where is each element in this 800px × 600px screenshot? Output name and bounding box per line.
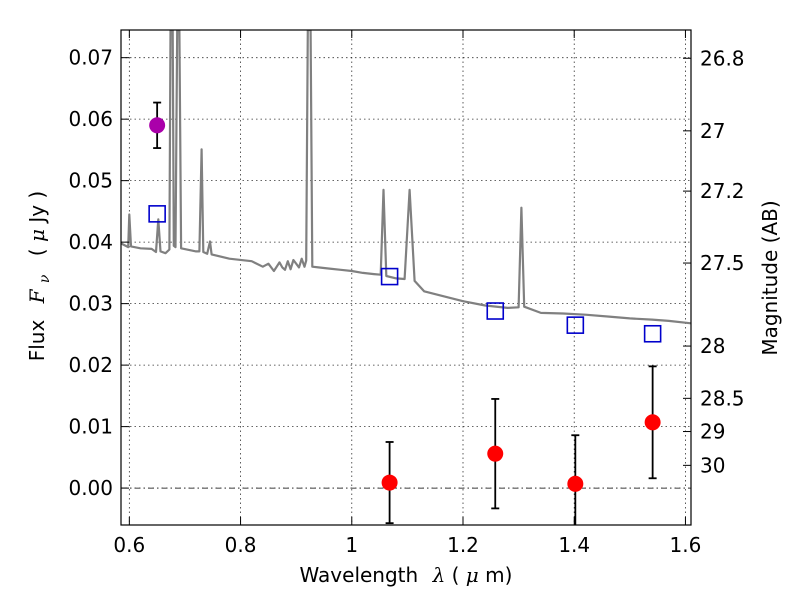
model-photometry-square — [380, 267, 399, 286]
y-tick-label: 0.03 — [68, 292, 113, 316]
mag-tick-label: 28 — [700, 334, 725, 358]
y-axis-label-unit-open: ( — [25, 242, 49, 256]
measurement-point — [487, 445, 504, 462]
model-photometry-square — [566, 316, 585, 334]
y2-axis-label: Magnitude (AB) — [758, 200, 782, 355]
x-axis-label-symbol: λ — [432, 563, 446, 587]
series-layer — [121, 30, 691, 525]
mag-tick-label: 27.2 — [700, 179, 745, 203]
mag-tick-label: 26.8 — [700, 46, 745, 70]
y-tick-label: 0.07 — [68, 46, 113, 70]
mag-tick-label: 28.5 — [700, 386, 745, 410]
x-axis-label: Wavelength λ ( μ m) — [300, 563, 513, 587]
model-photometry-square — [486, 302, 505, 320]
measurement-point — [644, 414, 661, 431]
x-axis-label-text: Wavelength — [300, 563, 419, 587]
grid-layer — [121, 30, 691, 525]
x-axis-label-unit-rest: m) — [485, 563, 512, 587]
mag-tick-label: 29 — [700, 420, 725, 444]
detection-point — [149, 117, 166, 134]
y-axis-label-unit-mu: μ — [25, 229, 49, 242]
x-tick-label: 1.2 — [447, 533, 479, 557]
x-tick-label: 0.8 — [225, 533, 257, 557]
y-tick-label: 0.01 — [68, 415, 113, 439]
measurement-point — [567, 475, 584, 492]
model-photometry-square — [148, 205, 166, 223]
y-axis-label-unit-rest: Jy ) — [25, 191, 49, 225]
y-tick-label: 0.05 — [68, 169, 113, 193]
mag-tick-label: 27.5 — [700, 251, 745, 275]
y-axis-label-text: Flux — [25, 320, 49, 362]
x-tick-label: 1.6 — [670, 533, 702, 557]
y-tick-label: 0.02 — [68, 353, 113, 377]
x-tick-label: 1.4 — [558, 533, 590, 557]
measurement-point — [381, 474, 398, 491]
model-photometry-square — [643, 324, 662, 343]
x-axis-label-unit-mu: μ — [466, 563, 479, 587]
ticks-layer: 0.6 0.8 1 1.2 1.4 1.6 0.00 0.01 0.02 0.03 0.04 0.05… — [68, 30, 745, 557]
plot-frame — [120, 29, 692, 526]
spectrum-line — [121, 30, 691, 325]
y-tick-label: 0.06 — [68, 107, 113, 131]
y-tick-label: 0.04 — [68, 230, 113, 254]
x-tick-label: 0.6 — [113, 533, 145, 557]
y-axis-label-symbol: F — [25, 288, 49, 304]
mag-tick-label: 30 — [700, 453, 725, 477]
mag-tick-label: 27 — [700, 119, 725, 143]
y-tick-label: 0.00 — [68, 476, 113, 500]
x-tick-label: 1 — [345, 533, 358, 557]
y-axis-label: Flux F ν ( μ Jy ) — [25, 191, 54, 362]
y-axis-label-subscript: ν — [37, 274, 53, 283]
x-axis-label-unit-open: ( — [452, 563, 460, 587]
